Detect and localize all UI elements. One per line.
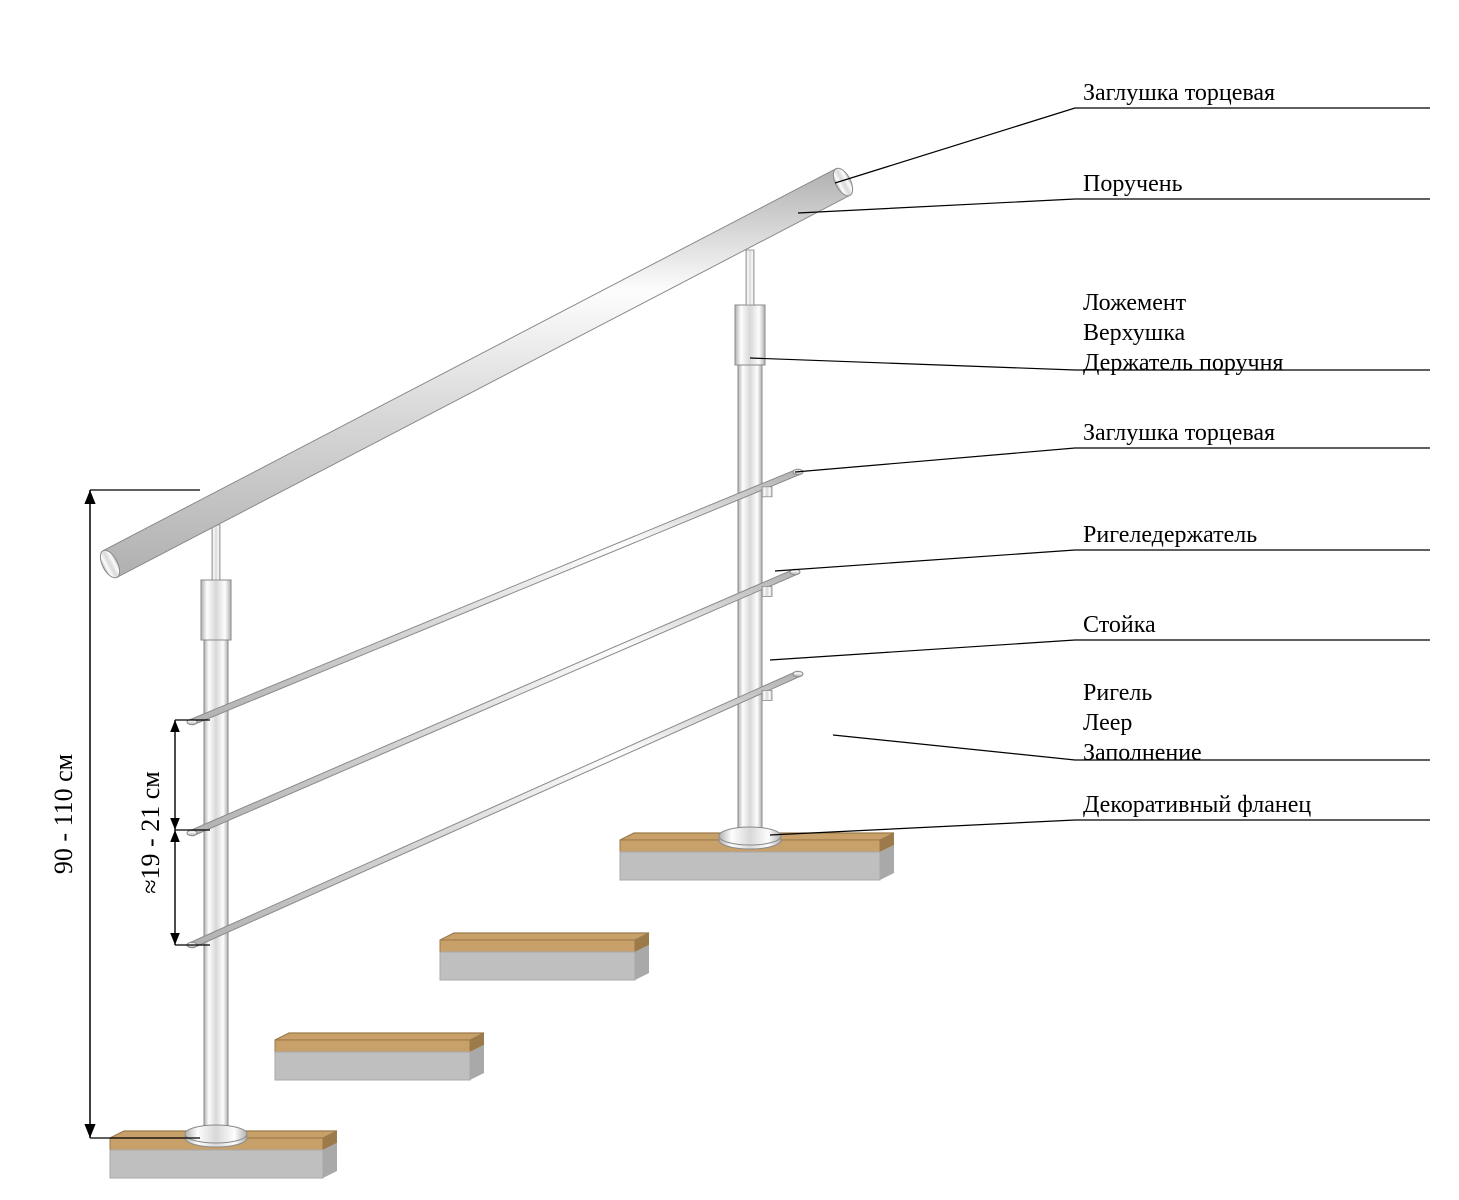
post-right — [738, 305, 762, 840]
bar-holder-knob — [762, 586, 772, 596]
post-left-holder-stem — [212, 525, 220, 580]
leader-post — [770, 640, 1430, 660]
label-rigel-1: Леер — [1083, 710, 1132, 736]
dim-height-text: 90 - 110 см — [49, 754, 78, 874]
leader-bar-holder — [775, 550, 1430, 571]
label-endcap-bar: Заглушка торцевая — [1083, 420, 1275, 446]
diagram-stage: Заглушка торцевая Поручень Ложемент Верхушк… — [0, 0, 1459, 1200]
step-top-front-2 — [440, 940, 635, 952]
label-rigel-2: Заполнение — [1083, 740, 1202, 766]
label-endcap-top: Заглушка торцевая — [1083, 80, 1275, 106]
diagram-svg: Заглушка торцевая Поручень Ложемент Верхушк… — [0, 0, 1459, 1200]
step-side-3 — [620, 852, 880, 880]
bar-0 — [191, 469, 799, 725]
label-lodgement-1: Верхушка — [1083, 320, 1186, 346]
leader-endcap-bar — [795, 448, 1430, 472]
step-top-1 — [275, 1033, 484, 1040]
bar-2 — [191, 671, 799, 947]
post-right-holder-stem — [746, 250, 754, 305]
label-rigel-0: Ригель — [1083, 680, 1152, 706]
label-handrail: Поручень — [1083, 171, 1183, 197]
post-right-sleeve — [735, 305, 765, 365]
leader-handrail — [798, 199, 1430, 213]
bar-holder-knob — [762, 487, 772, 497]
step-side-0 — [110, 1150, 323, 1178]
label-flange: Декоративный фланец — [1083, 792, 1311, 818]
dim-gap-text: ≈19 - 21 см — [136, 771, 165, 893]
label-post: Стойка — [1083, 612, 1156, 638]
post-left-sleeve — [201, 580, 231, 640]
bar-holder-knob — [762, 690, 772, 700]
label-lodgement-2: Держатель поручня — [1083, 350, 1283, 376]
step-side-1 — [275, 1052, 470, 1080]
step-side-2 — [440, 952, 635, 980]
step-top-2 — [440, 933, 649, 940]
post-left — [204, 580, 228, 1138]
step-top-front-1 — [275, 1040, 470, 1052]
bar-1 — [191, 569, 796, 836]
label-bar-holder: Ригеледержатель — [1083, 522, 1257, 548]
label-lodgement-0: Ложемент — [1083, 290, 1187, 316]
